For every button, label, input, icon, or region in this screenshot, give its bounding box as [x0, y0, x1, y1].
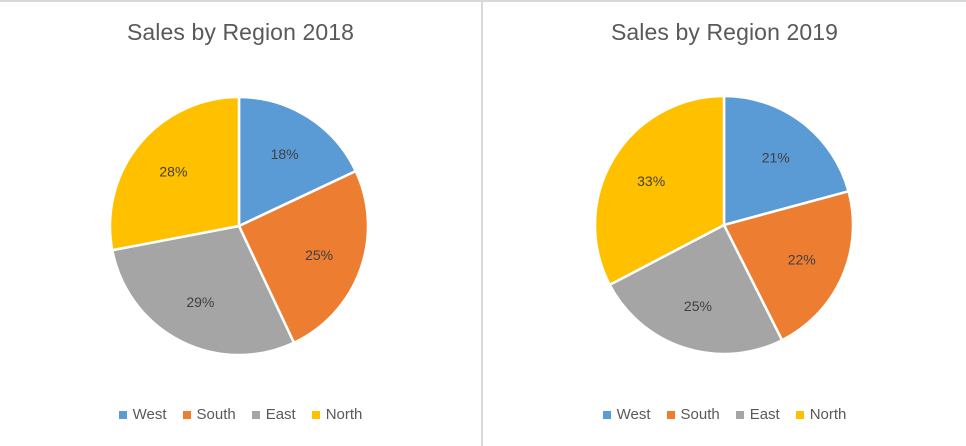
legend-label: North [809, 406, 847, 423]
pie-slice-west[interactable] [237, 95, 357, 228]
data-label-north: 33% [637, 173, 665, 189]
legend-item-west[interactable]: West [118, 406, 167, 423]
pie-slice-north[interactable] [593, 94, 726, 287]
chart-legend: West South East North [0, 406, 481, 423]
legend-swatch-west-icon [118, 410, 127, 419]
pie-slice-east[interactable] [111, 224, 296, 357]
legend-swatch-east-icon [251, 410, 260, 419]
legend-swatch-south-icon [182, 410, 191, 419]
legend-label: East [265, 406, 296, 423]
data-label-north: 28% [159, 164, 187, 180]
legend-item-north[interactable]: North [795, 406, 847, 423]
pie-slice-south[interactable] [237, 169, 370, 344]
pie-plot-area[interactable]: 18% 25% 29% 28% [0, 2, 481, 446]
chart-title: Sales by Region 2018 [126, 19, 355, 45]
pie-slice-west[interactable] [722, 94, 850, 227]
data-label-east: 25% [684, 298, 712, 314]
data-label-west: 18% [271, 146, 299, 162]
legend-swatch-north-icon [795, 410, 804, 419]
legend-item-east[interactable]: East [735, 406, 780, 423]
legend-swatch-east-icon [735, 410, 744, 419]
legend-label: South [196, 406, 236, 423]
data-label-south: 25% [305, 247, 333, 263]
pie-slice-south[interactable] [722, 190, 855, 342]
legend-label: South [680, 406, 720, 423]
chart-frame-top-border [0, 0, 966, 2]
legend-swatch-south-icon [666, 410, 675, 419]
chart-2019[interactable]: Sales by Region 2019 21% 22% 25% 33% West S… [483, 2, 966, 446]
legend-label: North [325, 406, 363, 423]
legend-label: East [749, 406, 780, 423]
legend-item-north[interactable]: North [311, 406, 363, 423]
chart-divider [481, 0, 483, 446]
pie-slice-east[interactable] [608, 223, 784, 356]
legend-label: West [132, 406, 167, 423]
legend-item-south[interactable]: South [666, 406, 720, 423]
legend-label: West [616, 406, 651, 423]
legend-swatch-north-icon [311, 410, 320, 419]
legend-item-east[interactable]: East [251, 406, 296, 423]
data-label-west: 21% [762, 149, 790, 165]
legend-swatch-west-icon [602, 410, 611, 419]
pie-slice-north[interactable] [108, 95, 241, 252]
legend-item-west[interactable]: West [602, 406, 651, 423]
legend-item-south[interactable]: South [182, 406, 236, 423]
chart-title: Sales by Region 2019 [610, 19, 839, 45]
data-label-south: 22% [788, 252, 816, 268]
pie-plot-area[interactable]: 21% 22% 25% 33% [483, 2, 966, 446]
chart-2018[interactable]: Sales by Region 2018 18% 25% 29% 28% West S… [0, 2, 481, 446]
data-label-east: 29% [186, 294, 214, 310]
chart-legend: West South East North [483, 406, 966, 423]
